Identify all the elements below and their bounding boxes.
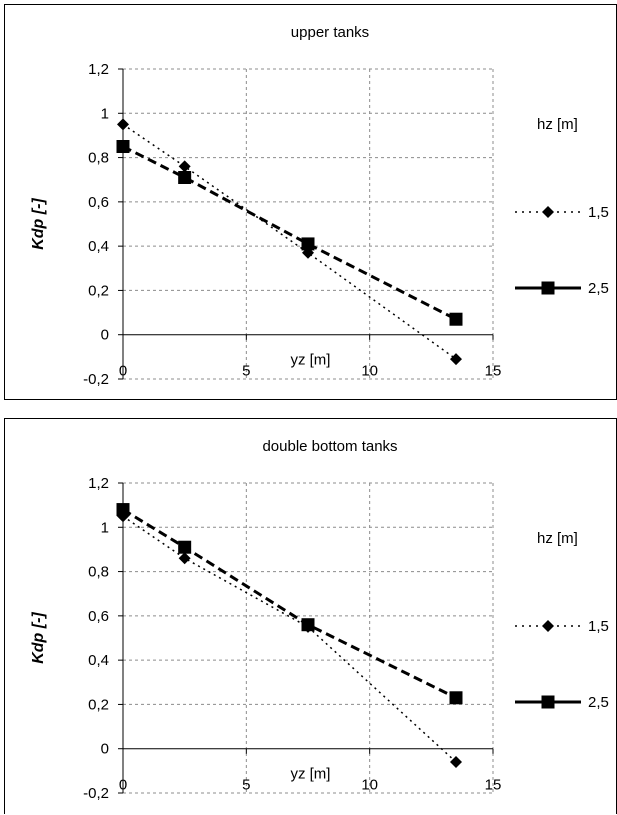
legend: hz [m] 1,5 2,5 bbox=[515, 530, 609, 711]
chart-title: double bottom tanks bbox=[262, 438, 397, 455]
y-tick-label: 0,6 bbox=[88, 194, 109, 211]
y-axis-label: Kdp [-] bbox=[30, 198, 47, 250]
x-axis-label: yz [m] bbox=[290, 352, 330, 369]
gridlines bbox=[123, 482, 494, 794]
data-point bbox=[178, 540, 192, 554]
series-line bbox=[122, 123, 457, 360]
series-line bbox=[122, 515, 457, 763]
legend-entry-label: 2,5 bbox=[588, 694, 609, 711]
y-tick-label: 0,4 bbox=[88, 652, 109, 669]
legend-swatch-marker bbox=[541, 281, 555, 295]
data-point bbox=[449, 691, 463, 705]
legend: hz [m] 1,5 2,5 bbox=[515, 116, 609, 297]
data-point bbox=[450, 756, 462, 768]
chart-panel-double-bottom-tanks: double bottom tanks -0,2 0 0,2 0,4 0,6 0,8 1 1,2… bbox=[4, 418, 617, 814]
legend-entry-label: 2,5 bbox=[588, 280, 609, 297]
y-tick-label: 1 bbox=[101, 105, 109, 122]
legend-swatch-marker bbox=[542, 620, 554, 632]
data-point bbox=[449, 312, 463, 326]
data-point bbox=[116, 503, 130, 517]
x-tick-label: 5 bbox=[242, 363, 250, 380]
gridlines bbox=[123, 68, 494, 380]
y-tick-label: 0 bbox=[101, 327, 109, 344]
chart-upper-tanks: upper tanks -0,2 0 0,2 0,4 0,6 0,8 1 1,2 0 5 10 15 yz… bbox=[30, 24, 609, 388]
data-point bbox=[178, 171, 192, 184]
series-line bbox=[122, 145, 457, 321]
x-tick-label: 15 bbox=[485, 777, 502, 794]
data-point bbox=[116, 140, 130, 153]
y-tick-label: 0 bbox=[101, 741, 109, 758]
data-point bbox=[178, 160, 191, 173]
y-tick-label: 1 bbox=[101, 519, 109, 536]
x-tick-label: 5 bbox=[242, 777, 250, 794]
y-tick-label: 0,8 bbox=[88, 564, 109, 581]
series-1-5 bbox=[117, 510, 462, 768]
series-1-5 bbox=[117, 118, 462, 366]
y-tick-label: 0,2 bbox=[88, 282, 109, 299]
y-tick-label: 0,6 bbox=[88, 608, 109, 625]
x-tick-label: 0 bbox=[119, 777, 127, 794]
data-point bbox=[178, 552, 191, 565]
data-point bbox=[301, 618, 315, 632]
legend-entry-label: 1,5 bbox=[588, 204, 609, 221]
legend-swatch-marker bbox=[541, 695, 555, 709]
chart-title: upper tanks bbox=[291, 24, 369, 41]
data-point bbox=[450, 353, 462, 366]
legend-entry-label: 1,5 bbox=[588, 618, 609, 635]
data-point bbox=[117, 118, 129, 131]
chart-panel-upper-tanks: upper tanks -0,2 0 0,2 0,4 0,6 0,8 1 1,2 0 5 10 15 yz… bbox=[4, 4, 617, 400]
y-tick-label: 0,4 bbox=[88, 238, 109, 255]
y-tick-label: -0,2 bbox=[83, 371, 109, 388]
x-tick-label: 10 bbox=[361, 777, 378, 794]
chart-double-bottom-tanks: double bottom tanks -0,2 0 0,2 0,4 0,6 0,8 1 1,2… bbox=[30, 438, 609, 802]
data-point bbox=[301, 237, 315, 251]
axes bbox=[118, 482, 494, 794]
y-tick-label: 1,2 bbox=[88, 61, 109, 78]
legend-title: hz [m] bbox=[537, 530, 578, 547]
series-2-5 bbox=[116, 140, 463, 326]
axes bbox=[118, 68, 494, 380]
x-axis-label: yz [m] bbox=[290, 766, 330, 783]
y-tick-label: -0,2 bbox=[83, 785, 109, 802]
series-line bbox=[122, 508, 457, 700]
legend-swatch-marker bbox=[542, 206, 554, 218]
y-tick-label: 0,8 bbox=[88, 150, 109, 167]
y-tick-label: 0,2 bbox=[88, 696, 109, 713]
x-tick-label: 15 bbox=[485, 363, 502, 380]
x-tick-label: 10 bbox=[361, 363, 378, 380]
series-2-5 bbox=[116, 503, 463, 705]
y-tick-label: 1,2 bbox=[88, 475, 109, 492]
legend-title: hz [m] bbox=[537, 116, 578, 133]
y-axis-label: Kdp [-] bbox=[30, 612, 47, 664]
x-tick-label: 0 bbox=[119, 363, 127, 380]
